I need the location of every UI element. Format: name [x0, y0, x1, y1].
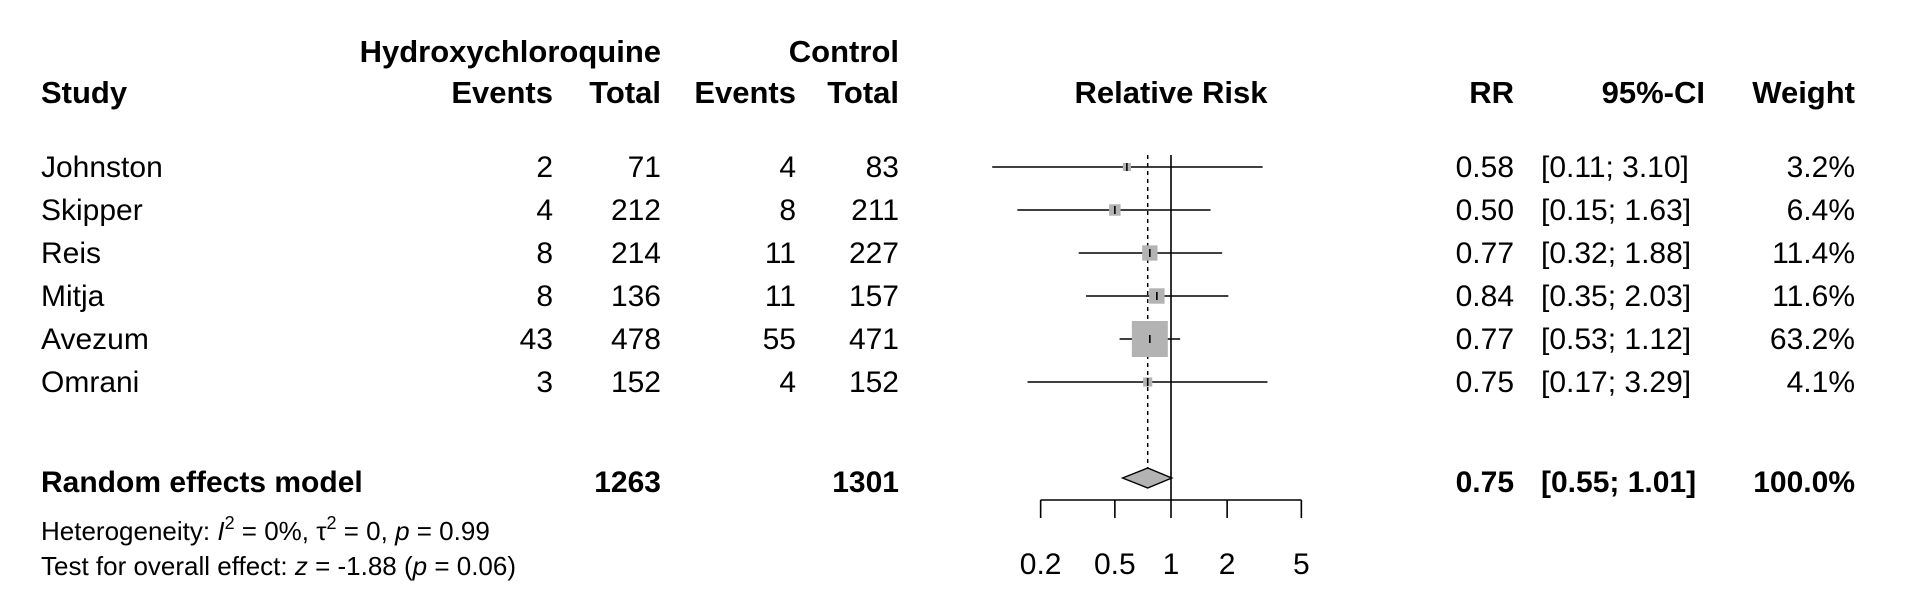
group2-events: 11 [765, 280, 796, 313]
header-weight: Weight [1752, 75, 1855, 110]
study-ci: [0.17; 3.29] [1541, 366, 1691, 399]
x-axis-tick-label: 1 [1163, 548, 1180, 581]
study-row: Mitja 8 136 11 157 0.84 [0.35; 2.03] 11.6% [41, 280, 1855, 313]
study-name: Skipper [41, 194, 143, 227]
study-rr: 0.58 [1456, 151, 1514, 184]
group1-events: 8 [536, 280, 553, 313]
study-rr: 0.77 [1456, 237, 1514, 270]
study-row: Skipper 4 212 8 211 0.50 [0.15; 1.63] 6.4% [41, 194, 1855, 227]
header-group2-total: Total [827, 75, 899, 110]
study-name: Johnston [41, 151, 163, 184]
group2-total: 152 [849, 366, 899, 399]
study-weight: 11.4% [1772, 237, 1855, 270]
group1-events: 4 [536, 194, 553, 227]
study-ci: [0.53; 1.12] [1541, 323, 1691, 356]
study-name: Mitja [41, 280, 105, 313]
header-group2: Control [789, 34, 899, 69]
group1-events: 43 [520, 323, 553, 356]
study-weight: 63.2% [1770, 323, 1855, 356]
group2-total: 227 [849, 237, 899, 270]
study-rr: 0.75 [1456, 366, 1514, 399]
header-effect: Relative Risk [1075, 75, 1269, 110]
pooled-weight: 100.0% [1753, 466, 1855, 499]
study-name: Reis [41, 237, 101, 270]
group2-events: 55 [763, 323, 796, 356]
group1-total: 136 [611, 280, 661, 313]
overall-effect-text: Test for overall effect: z = -1.88 (p = … [41, 551, 516, 581]
group1-total: 71 [628, 151, 661, 184]
group1-events: 8 [536, 237, 553, 270]
study-weight: 4.1% [1787, 366, 1855, 399]
x-axis-tick-label: 5 [1293, 548, 1310, 581]
pooled-label: Random effects model [41, 466, 363, 499]
study-weight: 3.2% [1787, 151, 1855, 184]
pooled-total-2: 1301 [832, 466, 899, 499]
study-ci: [0.32; 1.88] [1541, 237, 1691, 270]
study-rr: 0.84 [1456, 280, 1514, 313]
study-row: Omrani 3 152 4 152 0.75 [0.17; 3.29] 4.1% [41, 366, 1855, 399]
plot-marks: 0.2 0.5 1 2 5 [992, 155, 1310, 581]
study-rr: 0.77 [1456, 323, 1514, 356]
study-ci: [0.11; 3.10] [1541, 151, 1689, 184]
pooled-diamond [1120, 467, 1174, 489]
header-study: Study [41, 75, 128, 110]
group2-total: 83 [866, 151, 899, 184]
pooled-row: Random effects model 1263 1301 0.75 [0.5… [41, 466, 1855, 499]
study-rows: Johnston 2 71 4 83 0.58 [0.11; 3.10] 3.2%Skippe… [41, 151, 1855, 399]
header-ci: 95%-CI [1602, 75, 1705, 110]
group1-total: 478 [611, 323, 661, 356]
group1-events: 3 [536, 366, 553, 399]
group2-events: 11 [765, 237, 796, 270]
group1-total: 152 [611, 366, 661, 399]
study-row: Johnston 2 71 4 83 0.58 [0.11; 3.10] 3.2% [41, 151, 1855, 184]
header-group1: Hydroxychloroquine [360, 34, 661, 69]
x-axis-tick-label: 2 [1219, 548, 1236, 581]
header-group1-total: Total [589, 75, 661, 110]
study-rr: 0.50 [1456, 194, 1514, 227]
group1-total: 212 [611, 194, 661, 227]
group2-events: 4 [779, 151, 796, 184]
study-ci: [0.15; 1.63] [1541, 194, 1691, 227]
header-group1-events: Events [451, 75, 553, 110]
study-name: Omrani [41, 366, 139, 399]
study-row: Avezum 43 478 55 471 0.77 [0.53; 1.12] 63.2% [41, 323, 1855, 356]
x-axis-tick-label: 0.2 [1020, 548, 1062, 581]
study-row: Reis 8 214 11 227 0.77 [0.32; 1.88] 11.4% [41, 237, 1855, 270]
study-ci: [0.35; 2.03] [1541, 280, 1691, 313]
group2-events: 4 [779, 366, 796, 399]
group2-total: 211 [851, 194, 899, 227]
header: Study Hydroxychloroquine Events Total Co… [41, 34, 1855, 110]
header-group2-events: Events [694, 75, 796, 110]
group2-total: 157 [849, 280, 899, 313]
study-weight: 6.4% [1787, 194, 1855, 227]
pooled-total-1: 1263 [594, 466, 661, 499]
header-rr: RR [1469, 75, 1514, 110]
study-name: Avezum [41, 323, 149, 356]
pooled-ci: [0.55; 1.01] [1541, 466, 1696, 499]
pooled-rr: 0.75 [1456, 466, 1514, 499]
heterogeneity-text: Heterogeneity: I2 = 0%, τ2 = 0, p = 0.99 [41, 513, 490, 546]
group2-total: 471 [849, 323, 899, 356]
group1-events: 2 [536, 151, 553, 184]
group2-events: 8 [779, 194, 796, 227]
study-weight: 11.6% [1772, 280, 1855, 313]
group1-total: 214 [611, 237, 661, 270]
x-axis-tick-label: 0.5 [1094, 548, 1136, 581]
